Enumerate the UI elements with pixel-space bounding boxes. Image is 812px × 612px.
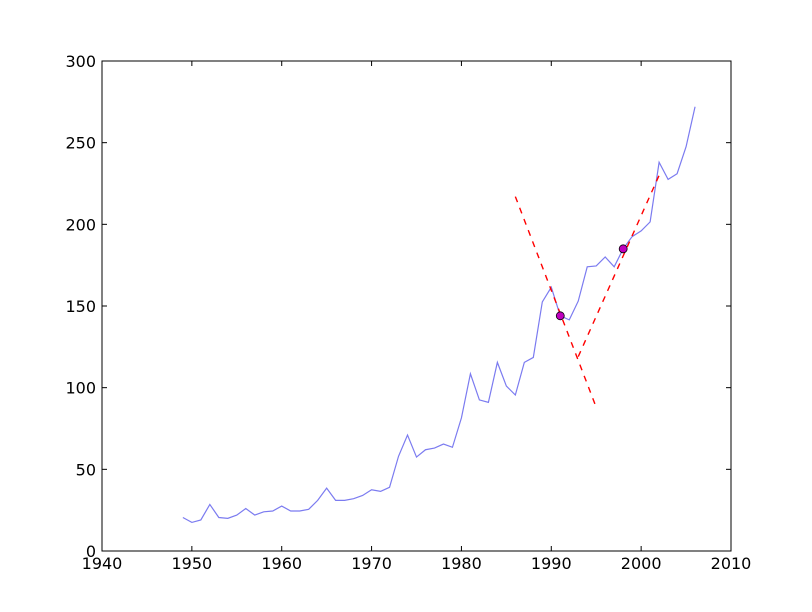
x-tick-label: 1950 [171,554,212,573]
y-tick-label: 150 [65,297,96,316]
x-tick-label: 2000 [621,554,662,573]
dashed-line-1 [577,175,660,357]
x-tick-label: 1980 [441,554,482,573]
plot-background [102,61,731,551]
y-tick-label: 300 [65,52,96,71]
y-tick-label: 100 [65,379,96,398]
y-tick-label: 250 [65,134,96,153]
axes-layer: 1940 1950 1960 1970 1980 1990 2000 2010 0 50 100 15… [65,52,751,573]
plot-area [102,61,731,551]
x-tick-label: 2010 [711,554,752,573]
y-tick-label: 50 [76,460,96,479]
x-tick-label: 1990 [531,554,572,573]
highlight-point-1 [618,244,628,254]
y-tick-label: 200 [65,215,96,234]
data-layer [182,106,696,524]
highlight-point-0 [555,311,565,321]
x-tick-label: 1970 [351,554,392,573]
series-line-0 [182,106,696,524]
x-tick-label: 1960 [261,554,302,573]
dashed-line-0 [514,196,597,408]
x-tick-label: 1940 [82,554,123,573]
y-tick-label: 0 [86,542,96,561]
